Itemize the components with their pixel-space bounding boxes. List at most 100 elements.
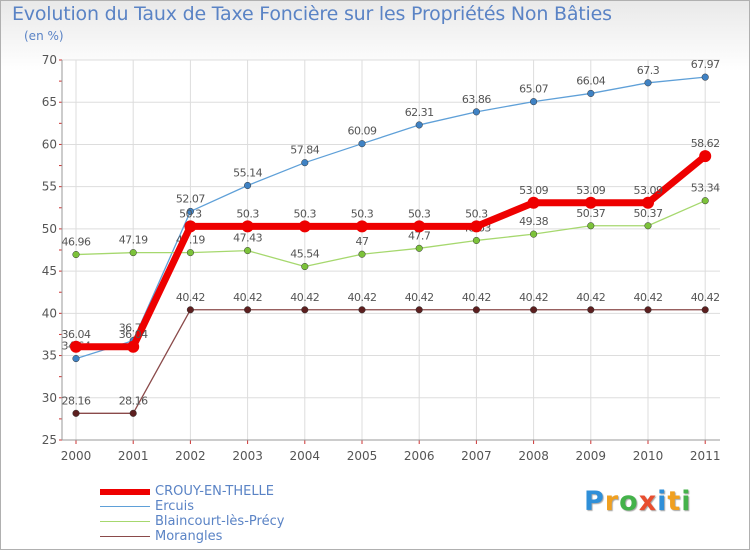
legend-swatch-crouy	[100, 489, 150, 495]
legend-label-morangles: Morangles	[155, 529, 223, 544]
x-tick-label: 2000	[61, 449, 92, 463]
data-label-crouy-en-thelle: 36.04	[119, 328, 148, 341]
data-label-ercuis: 63.86	[462, 93, 491, 106]
data-label-morangles: 28.16	[119, 394, 148, 407]
data-label-morangles: 40.42	[405, 291, 434, 304]
logo-letter: P	[584, 486, 605, 517]
data-label-blaincourt-l-s-pr-cy: 49.38	[519, 215, 548, 228]
data-point-morangles	[301, 306, 309, 314]
data-point-morangles	[415, 306, 423, 314]
data-point-morangles	[587, 306, 595, 314]
data-point-morangles	[644, 306, 652, 314]
x-tick-label: 2002	[175, 449, 206, 463]
data-point-blaincourt-l-s-pr-cy	[72, 251, 80, 259]
data-point-crouy-en-thelle	[356, 220, 368, 233]
x-tick-label: 2008	[518, 449, 549, 463]
series-line-crouy-en-thelle	[76, 153, 708, 351]
data-label-crouy-en-thelle: 50.3	[465, 207, 488, 220]
data-point-blaincourt-l-s-pr-cy	[587, 222, 595, 230]
data-label-blaincourt-l-s-pr-cy: 47	[356, 235, 369, 248]
data-point-crouy-en-thelle	[642, 196, 654, 209]
data-point-blaincourt-l-s-pr-cy	[186, 249, 194, 257]
data-label-crouy-en-thelle: 53.09	[519, 184, 548, 197]
data-point-blaincourt-l-s-pr-cy	[701, 197, 709, 205]
data-label-blaincourt-l-s-pr-cy: 53.34	[691, 182, 720, 195]
data-point-crouy-en-thelle	[127, 340, 140, 353]
logo-letter: r	[604, 486, 620, 517]
data-point-ercuis	[244, 181, 252, 190]
x-tick-label: 2001	[118, 449, 149, 463]
data-point-blaincourt-l-s-pr-cy	[644, 222, 652, 230]
y-tick-label: 60	[42, 137, 57, 151]
data-point-ercuis	[530, 98, 538, 106]
data-label-blaincourt-l-s-pr-cy: 50.37	[634, 207, 663, 220]
data-point-crouy-en-thelle	[699, 150, 712, 163]
data-point-ercuis	[358, 140, 366, 148]
data-point-morangles	[358, 306, 366, 314]
data-label-crouy-en-thelle: 50.3	[236, 207, 259, 220]
y-tick-label: 40	[42, 306, 57, 320]
x-tick-label: 2009	[576, 449, 607, 463]
x-tick-label: 2003	[232, 449, 263, 463]
data-label-ercuis: 67.97	[691, 58, 720, 71]
data-point-crouy-en-thelle	[470, 220, 483, 233]
x-tick-label: 2004	[290, 449, 321, 463]
data-point-blaincourt-l-s-pr-cy	[358, 250, 366, 258]
data-point-crouy-en-thelle	[298, 220, 311, 233]
data-label-ercuis: 57.84	[290, 144, 319, 157]
data-label-blaincourt-l-s-pr-cy: 50.37	[576, 207, 605, 220]
legend-label-blaincourt: Blaincourt-lès-Précy	[155, 514, 285, 529]
y-tick-label: 25	[42, 433, 57, 447]
data-point-ercuis	[701, 73, 709, 81]
legend-swatch-blaincourt	[100, 521, 150, 522]
data-point-ercuis	[472, 108, 480, 116]
data-label-ercuis: 66.04	[576, 74, 605, 87]
data-point-ercuis	[587, 89, 595, 97]
data-label-crouy-en-thelle: 50.3	[351, 207, 374, 220]
legend-label-crouy: CROUY-EN-THELLE	[155, 484, 275, 499]
x-tick-label: 2010	[633, 449, 664, 463]
y-tick-label: 50	[42, 222, 57, 236]
data-point-ercuis	[301, 159, 309, 167]
data-label-crouy-en-thelle: 50.3	[179, 207, 202, 220]
legend-swatch-ercuis	[100, 506, 150, 507]
data-label-morangles: 40.42	[634, 291, 663, 304]
x-tick-label: 2005	[347, 449, 378, 463]
data-point-blaincourt-l-s-pr-cy	[530, 230, 538, 238]
data-point-blaincourt-l-s-pr-cy	[415, 244, 423, 252]
data-label-ercuis: 52.07	[176, 192, 205, 205]
data-point-blaincourt-l-s-pr-cy	[301, 263, 309, 271]
data-point-ercuis	[415, 121, 423, 129]
data-point-morangles	[530, 306, 538, 314]
y-axis-unit: (en %)	[24, 29, 64, 43]
logo-letter: x	[638, 486, 658, 517]
x-tick-label: 2007	[461, 449, 492, 463]
data-label-blaincourt-l-s-pr-cy: 46.96	[62, 236, 91, 249]
data-label-morangles: 40.42	[462, 291, 491, 304]
y-tick-label: 35	[42, 349, 57, 363]
chart-title: Evolution du Taux de Taxe Foncière sur l…	[12, 3, 612, 25]
logo-letter: o	[619, 486, 639, 517]
logo-letter: t	[667, 486, 682, 517]
data-label-ercuis: 67.3	[637, 64, 660, 77]
data-label-ercuis: 65.07	[519, 83, 548, 96]
data-label-crouy-en-thelle: 53.09	[576, 184, 605, 197]
x-tick-label: 2006	[404, 449, 435, 463]
data-point-blaincourt-l-s-pr-cy	[129, 249, 137, 257]
data-label-ercuis: 60.09	[348, 125, 377, 138]
series-line-morangles	[76, 309, 706, 414]
data-label-blaincourt-l-s-pr-cy: 45.54	[290, 248, 319, 261]
data-point-morangles	[72, 409, 80, 417]
data-point-crouy-en-thelle	[527, 196, 540, 209]
data-label-crouy-en-thelle: 36.04	[62, 328, 91, 341]
data-label-crouy-en-thelle: 50.3	[294, 207, 317, 220]
data-point-crouy-en-thelle	[70, 340, 82, 353]
data-point-morangles	[129, 409, 137, 417]
logo-letter: i	[657, 486, 668, 517]
data-point-crouy-en-thelle	[413, 220, 426, 233]
y-tick-label: 65	[42, 95, 57, 109]
x-tick-label: 2011	[690, 449, 721, 463]
data-label-ercuis: 55.14	[233, 166, 262, 179]
data-point-morangles	[186, 306, 194, 314]
